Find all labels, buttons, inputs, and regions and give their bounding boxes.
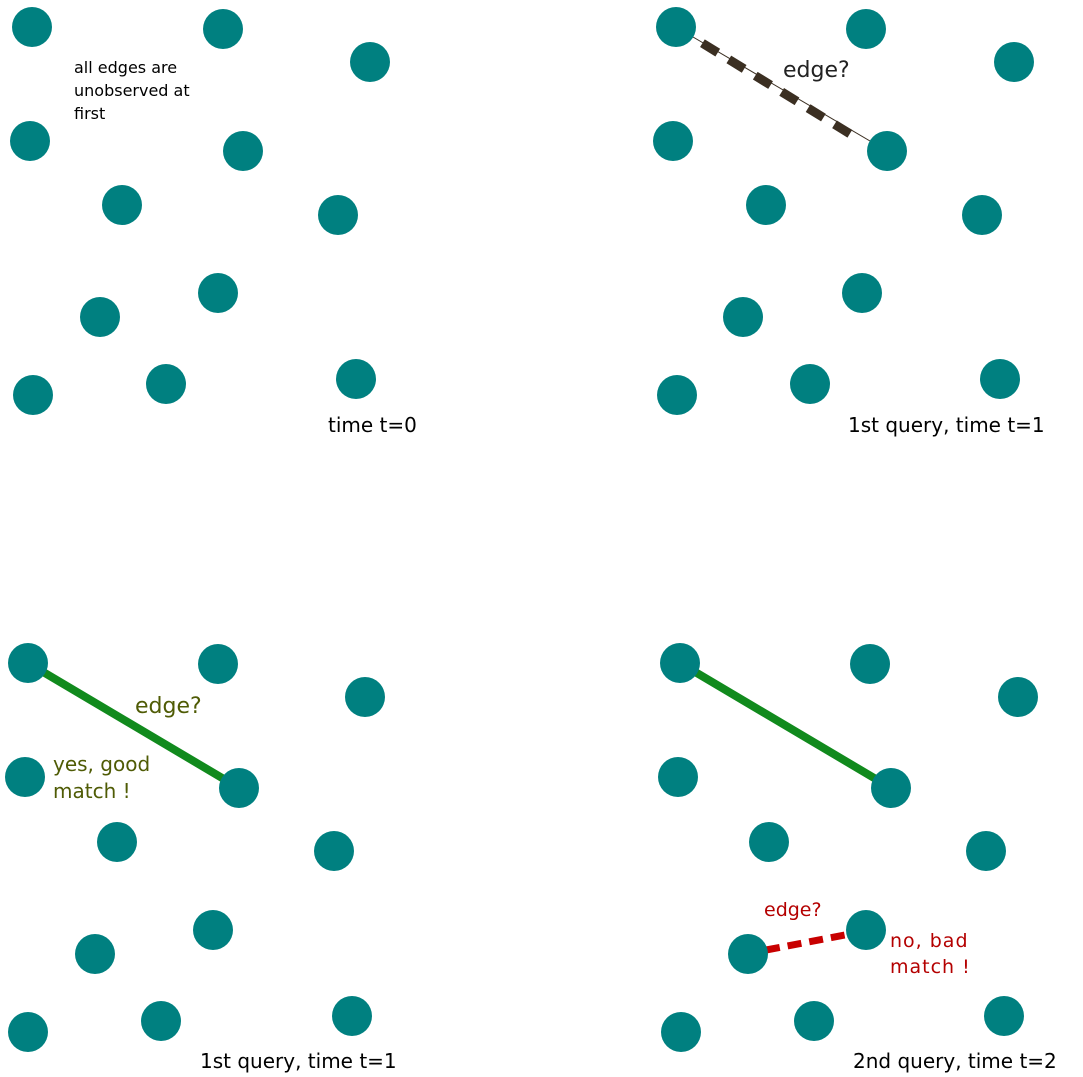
node: [656, 7, 696, 47]
queried-edge-unobserved: [673, 23, 888, 152]
node: [146, 364, 186, 404]
node: [962, 195, 1002, 235]
node: [141, 1001, 181, 1041]
node: [75, 934, 115, 974]
node: [846, 910, 886, 950]
note-line: first: [74, 104, 105, 123]
confirmed-edge: [24, 659, 243, 792]
node: [10, 121, 50, 161]
answer-line: match !: [890, 956, 971, 978]
node: [723, 297, 763, 337]
node: [749, 822, 789, 862]
node: [80, 297, 120, 337]
node: [8, 1012, 48, 1052]
node: [658, 757, 698, 797]
panel-t0-note: all edges are unobserved at first: [74, 58, 195, 123]
node: [728, 934, 768, 974]
node: [653, 121, 693, 161]
rejected-edge: [765, 930, 851, 954]
node: [842, 273, 882, 313]
note-line: unobserved at: [74, 81, 190, 100]
node: [102, 185, 142, 225]
panel-t0-nodes: [10, 7, 390, 415]
panel-t1-result: edge? yes, good match ! 1st query, time …: [5, 643, 397, 1073]
node: [657, 375, 697, 415]
panel-t1-result-caption: 1st query, time t=1: [200, 1049, 397, 1073]
node: [223, 131, 263, 171]
node: [994, 42, 1034, 82]
answer-good-match: yes, good match !: [53, 752, 157, 803]
panel-t1-query-nodes: [653, 7, 1034, 415]
node: [12, 7, 52, 47]
panel-t1-query-caption: 1st query, time t=1: [848, 413, 1045, 437]
answer-line: yes, good: [53, 752, 150, 776]
node: [314, 831, 354, 871]
node: [871, 768, 911, 808]
node: [5, 757, 45, 797]
node: [193, 910, 233, 950]
panel-t0: all edges are unobserved at first time t…: [10, 7, 417, 437]
answer-bad-match: no, bad match !: [890, 930, 976, 978]
node: [97, 822, 137, 862]
node: [345, 677, 385, 717]
panel-t1-query: edge? 1st query, time t=1: [653, 7, 1045, 437]
node: [198, 273, 238, 313]
node: [998, 677, 1038, 717]
node: [350, 42, 390, 82]
node: [332, 996, 372, 1036]
confirmed-edge: [676, 659, 895, 792]
node: [746, 185, 786, 225]
panel-t2-query: edge? no, bad match ! 2nd query, time t=…: [658, 643, 1057, 1073]
node: [661, 1012, 701, 1052]
node: [13, 375, 53, 415]
node: [984, 996, 1024, 1036]
node: [794, 1001, 834, 1041]
note-line: all edges are: [74, 58, 177, 77]
answer-line: match !: [53, 779, 131, 803]
panel-t2-query-caption: 2nd query, time t=2: [853, 1049, 1057, 1073]
node: [219, 768, 259, 808]
node: [336, 359, 376, 399]
node: [850, 644, 890, 684]
answer-line: no, bad: [890, 930, 969, 952]
edge-question-label: edge?: [764, 899, 822, 921]
panel-t2-query-nodes: [658, 643, 1038, 1052]
node: [198, 644, 238, 684]
edge-question-label: edge?: [783, 58, 850, 83]
node: [980, 359, 1020, 399]
panel-t0-caption: time t=0: [328, 413, 417, 437]
node: [790, 364, 830, 404]
edge-question-label: edge?: [135, 694, 202, 719]
node: [966, 831, 1006, 871]
dashed-edge: [673, 23, 863, 144]
node: [660, 643, 700, 683]
node: [8, 643, 48, 683]
node: [203, 9, 243, 49]
panel-t1-result-nodes: [5, 643, 385, 1052]
node: [867, 131, 907, 171]
node: [846, 9, 886, 49]
node: [318, 195, 358, 235]
